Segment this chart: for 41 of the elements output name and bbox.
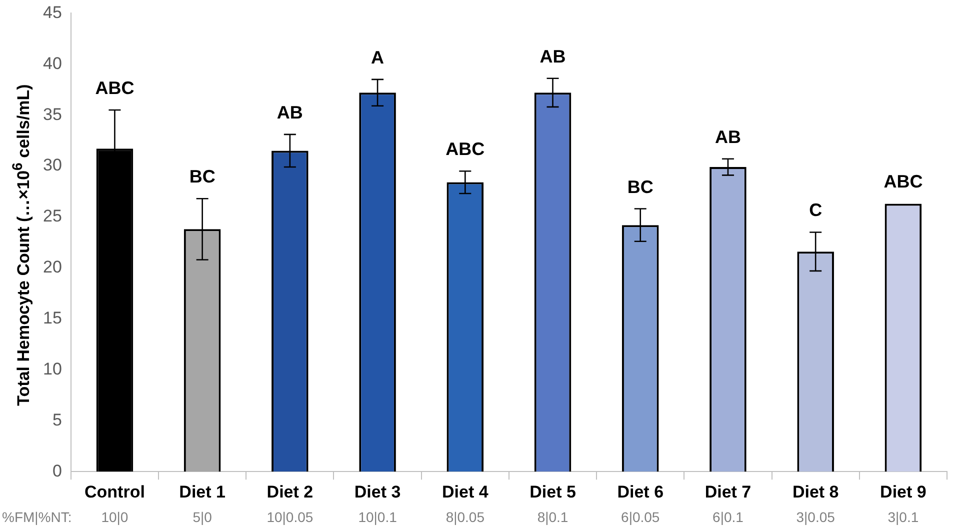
data-label: BC xyxy=(189,166,216,187)
text: 3|0.1 xyxy=(888,508,919,525)
text: 8|0.05 xyxy=(446,508,485,525)
text: 10|0.05 xyxy=(266,508,314,525)
y-tick-label: 30 xyxy=(42,156,62,175)
text: %FM|%NT: xyxy=(2,508,72,525)
x-tick-label: Diet 6 xyxy=(617,482,664,502)
data-label: A xyxy=(371,47,384,68)
y-tick-label: 40 xyxy=(42,54,62,73)
x-tick-label: Diet 4 xyxy=(442,482,489,502)
x-tick-label: Diet 3 xyxy=(354,482,401,502)
data-label: C xyxy=(809,200,822,220)
x-tick-label: Diet 9 xyxy=(880,482,926,502)
y-tick-label: 10 xyxy=(42,359,62,378)
x-tick-label: Diet 7 xyxy=(704,482,752,502)
text: 3|0.05 xyxy=(796,508,836,525)
data-label: AB xyxy=(714,126,741,147)
y-tick-label: 20 xyxy=(42,258,62,277)
x-tick-label: Diet 1 xyxy=(179,482,226,502)
y-tick-label: 5 xyxy=(52,410,62,430)
data-label: BC xyxy=(627,176,654,197)
text: 5|0 xyxy=(192,508,212,525)
data-label: ABC xyxy=(884,172,923,192)
x-tick-label: Control xyxy=(84,482,145,502)
data-label: ABC xyxy=(446,139,485,160)
y-tick-label: 35 xyxy=(42,104,62,124)
data-label: AB xyxy=(276,102,303,122)
x-tick-label: Diet 8 xyxy=(792,482,839,502)
y-tick-label: 15 xyxy=(42,308,62,328)
data-label: ABC xyxy=(95,78,134,98)
text: 6|0.05 xyxy=(621,508,660,525)
y-tick-label: 45 xyxy=(42,2,62,22)
text: 10|0.1 xyxy=(358,508,398,525)
x-tick-label: Diet 2 xyxy=(266,482,314,502)
y-tick-label: 0 xyxy=(52,461,62,480)
x-tick-label: Diet 5 xyxy=(530,482,576,502)
y-tick-label: 25 xyxy=(42,206,62,226)
text: 6|0.1 xyxy=(712,508,744,525)
data-label: AB xyxy=(540,46,566,66)
text: 10|0 xyxy=(101,508,128,525)
text: 8|0.1 xyxy=(537,508,568,525)
